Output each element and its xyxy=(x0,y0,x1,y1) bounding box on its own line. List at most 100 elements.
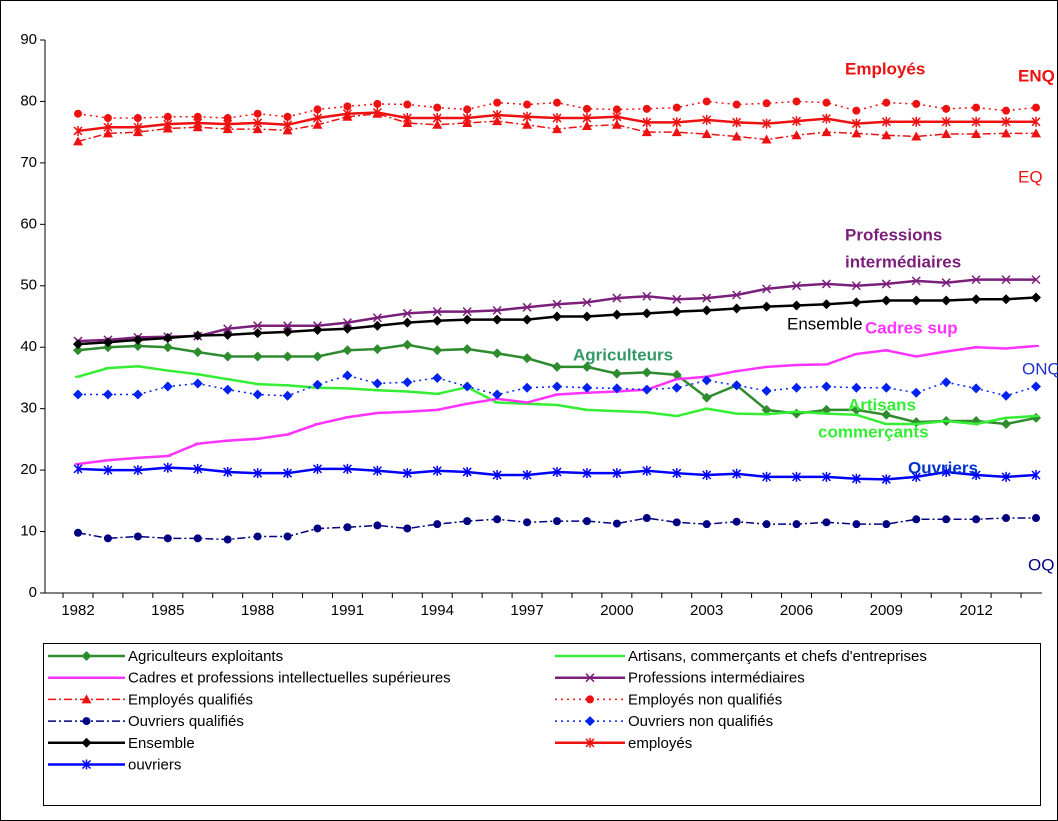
marker xyxy=(881,409,892,420)
marker xyxy=(373,521,382,530)
marker xyxy=(731,131,742,141)
series-line xyxy=(77,100,1037,119)
marker xyxy=(433,520,442,529)
marker xyxy=(791,130,802,140)
marker xyxy=(821,299,832,310)
marker xyxy=(81,737,92,748)
marker xyxy=(402,339,413,350)
marker xyxy=(132,340,143,351)
marker xyxy=(492,109,502,120)
marker xyxy=(821,279,831,289)
marker xyxy=(192,330,203,341)
marker xyxy=(941,377,952,388)
marker xyxy=(762,471,772,482)
marker xyxy=(552,124,562,134)
marker xyxy=(702,520,711,529)
legend-label: ouvriers xyxy=(128,756,181,773)
marker xyxy=(941,116,951,127)
marker xyxy=(1031,275,1041,285)
marker xyxy=(942,104,951,113)
marker xyxy=(762,520,771,529)
marker xyxy=(552,361,562,372)
marker xyxy=(223,119,233,130)
marker xyxy=(791,116,802,127)
marker xyxy=(74,109,82,118)
marker xyxy=(283,468,293,479)
marker xyxy=(761,134,772,144)
y-tick-label: 70 xyxy=(20,154,37,171)
marker xyxy=(342,323,353,334)
marker xyxy=(612,111,622,122)
marker xyxy=(462,314,473,325)
marker xyxy=(312,379,323,390)
series xyxy=(74,514,1040,544)
annotation: Ensemble xyxy=(787,314,863,333)
marker xyxy=(253,321,263,331)
marker xyxy=(462,113,472,124)
marker xyxy=(462,307,472,317)
marker xyxy=(642,291,652,301)
marker xyxy=(74,528,82,537)
marker xyxy=(581,311,592,322)
marker xyxy=(672,518,681,527)
marker xyxy=(463,105,472,114)
marker xyxy=(731,303,742,314)
marker xyxy=(223,324,233,334)
marker xyxy=(432,307,442,317)
legend-label: Ensemble xyxy=(128,735,195,752)
marker xyxy=(192,378,203,389)
marker xyxy=(133,532,142,541)
marker xyxy=(492,348,503,359)
marker xyxy=(282,326,293,337)
marker xyxy=(283,112,292,121)
marker xyxy=(851,128,862,138)
marker xyxy=(133,122,143,133)
marker xyxy=(732,517,741,526)
marker xyxy=(582,104,591,113)
marker xyxy=(553,98,561,107)
y-tick-label: 40 xyxy=(20,338,37,355)
marker xyxy=(942,515,951,524)
marker xyxy=(252,351,263,362)
marker xyxy=(103,122,113,133)
annotation: Artisans xyxy=(848,395,916,414)
marker xyxy=(102,337,113,348)
marker xyxy=(611,368,622,379)
marker xyxy=(402,113,412,124)
marker xyxy=(552,299,562,309)
marker xyxy=(372,107,382,118)
marker xyxy=(732,100,741,109)
marker xyxy=(791,281,802,291)
x-tick-label: 1994 xyxy=(421,602,454,619)
marker xyxy=(433,103,442,112)
x-tick-label: 1997 xyxy=(510,602,543,619)
marker xyxy=(641,367,652,378)
marker xyxy=(432,372,443,383)
marker xyxy=(492,470,502,481)
marker xyxy=(522,119,533,129)
legend-label: Employés qualifiés xyxy=(128,691,253,708)
annotation: commerçants xyxy=(818,422,929,441)
marker xyxy=(282,351,293,362)
marker xyxy=(81,759,92,770)
marker xyxy=(522,314,533,325)
marker xyxy=(701,305,712,316)
marker xyxy=(252,389,263,400)
marker xyxy=(342,370,353,381)
marker xyxy=(1032,514,1040,523)
y-tick-label: 90 xyxy=(20,31,37,48)
marker xyxy=(582,517,591,526)
marker xyxy=(612,293,622,303)
marker xyxy=(133,465,143,476)
x-tick-label: 1991 xyxy=(331,602,364,619)
marker xyxy=(103,114,112,123)
marker xyxy=(402,377,413,388)
marker xyxy=(642,465,652,476)
legend-label: Agriculteurs exploitants xyxy=(128,648,283,665)
y-tick-label: 0 xyxy=(29,584,37,601)
marker xyxy=(73,136,83,146)
marker xyxy=(821,381,832,392)
marker xyxy=(1001,471,1011,482)
marker xyxy=(702,470,712,481)
marker xyxy=(612,519,621,528)
